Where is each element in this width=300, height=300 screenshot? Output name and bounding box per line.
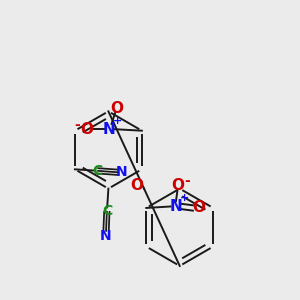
Text: N: N	[100, 229, 112, 243]
Text: O: O	[130, 178, 143, 193]
Text: -: -	[74, 118, 80, 132]
Text: N: N	[103, 122, 116, 137]
Text: N: N	[116, 165, 127, 179]
Text: O: O	[192, 200, 205, 215]
Text: -: -	[184, 174, 190, 188]
Text: O: O	[110, 101, 123, 116]
Text: C: C	[92, 164, 102, 178]
Text: O: O	[80, 122, 93, 137]
Text: +: +	[180, 194, 189, 203]
Text: N: N	[169, 199, 182, 214]
Text: +: +	[113, 116, 122, 126]
Text: C: C	[102, 204, 112, 218]
Text: O: O	[171, 178, 184, 193]
